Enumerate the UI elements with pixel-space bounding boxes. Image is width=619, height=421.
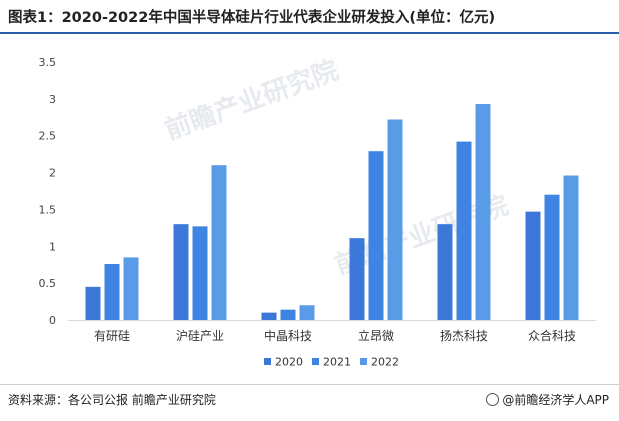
x-tick-label: 立昂微	[358, 328, 394, 343]
x-tick-label: 沪硅产业	[176, 329, 224, 343]
brand-credit: @前瞻经济学人APP	[486, 391, 609, 408]
chart-title: 图表1：2020-2022年中国半导体硅片行业代表企业研发投入(单位：亿元)	[8, 10, 496, 26]
y-tick-label: 1.5	[39, 203, 57, 216]
y-tick-label: 2.5	[39, 130, 57, 143]
source-rule	[0, 384, 619, 385]
legend-swatch	[360, 358, 367, 365]
bar-2021	[544, 194, 560, 320]
bar-2021	[104, 263, 120, 320]
y-tick-label: 0	[49, 314, 56, 327]
bar-chart: 0 0.5 1 1.5 2 2.5 3 3.5 有研硅 沪硅产业 中晶科技 立昂微 扬杰科技 众合科技 20…	[39, 56, 596, 369]
title-rule	[0, 32, 619, 34]
bar-2021	[456, 141, 472, 320]
y-tick-label: 1	[49, 240, 56, 253]
bar-2020	[173, 224, 189, 320]
bar-2022	[475, 104, 491, 320]
brand-logo-icon	[486, 393, 500, 406]
x-tick-label: 扬杰科技	[440, 328, 488, 343]
bar-2022	[211, 165, 227, 320]
legend-label: 2021	[323, 356, 351, 369]
x-tick-label: 中晶科技	[264, 328, 312, 343]
bar-2022	[387, 119, 403, 320]
source-note: 资料来源：各公司公报 前瞻产业研究院	[8, 393, 216, 407]
y-tick-label: 2	[49, 167, 56, 180]
y-tick-label: 3.5	[39, 56, 57, 69]
bar-2020	[261, 312, 277, 320]
legend-label: 2020	[275, 356, 303, 369]
y-tick-label: 3	[49, 93, 56, 106]
bar-2020	[525, 211, 541, 320]
legend-swatch	[264, 358, 271, 365]
x-tick-label: 有研硅	[94, 329, 130, 343]
bar-2022	[299, 305, 315, 320]
bar-2021	[280, 309, 296, 320]
bar-2022	[563, 175, 579, 320]
bar-2022	[123, 257, 139, 320]
bar-2020	[349, 238, 365, 320]
legend-label: 2022	[371, 356, 399, 369]
bar-2021	[368, 151, 384, 320]
legend-swatch	[312, 358, 319, 365]
y-tick-label: 0.5	[39, 277, 57, 290]
bar-2020	[85, 286, 101, 320]
x-tick-label: 众合科技	[528, 328, 576, 343]
bar-2021	[192, 226, 208, 320]
bar-2020	[437, 224, 453, 320]
brand-text: @前瞻经济学人APP	[502, 393, 609, 407]
